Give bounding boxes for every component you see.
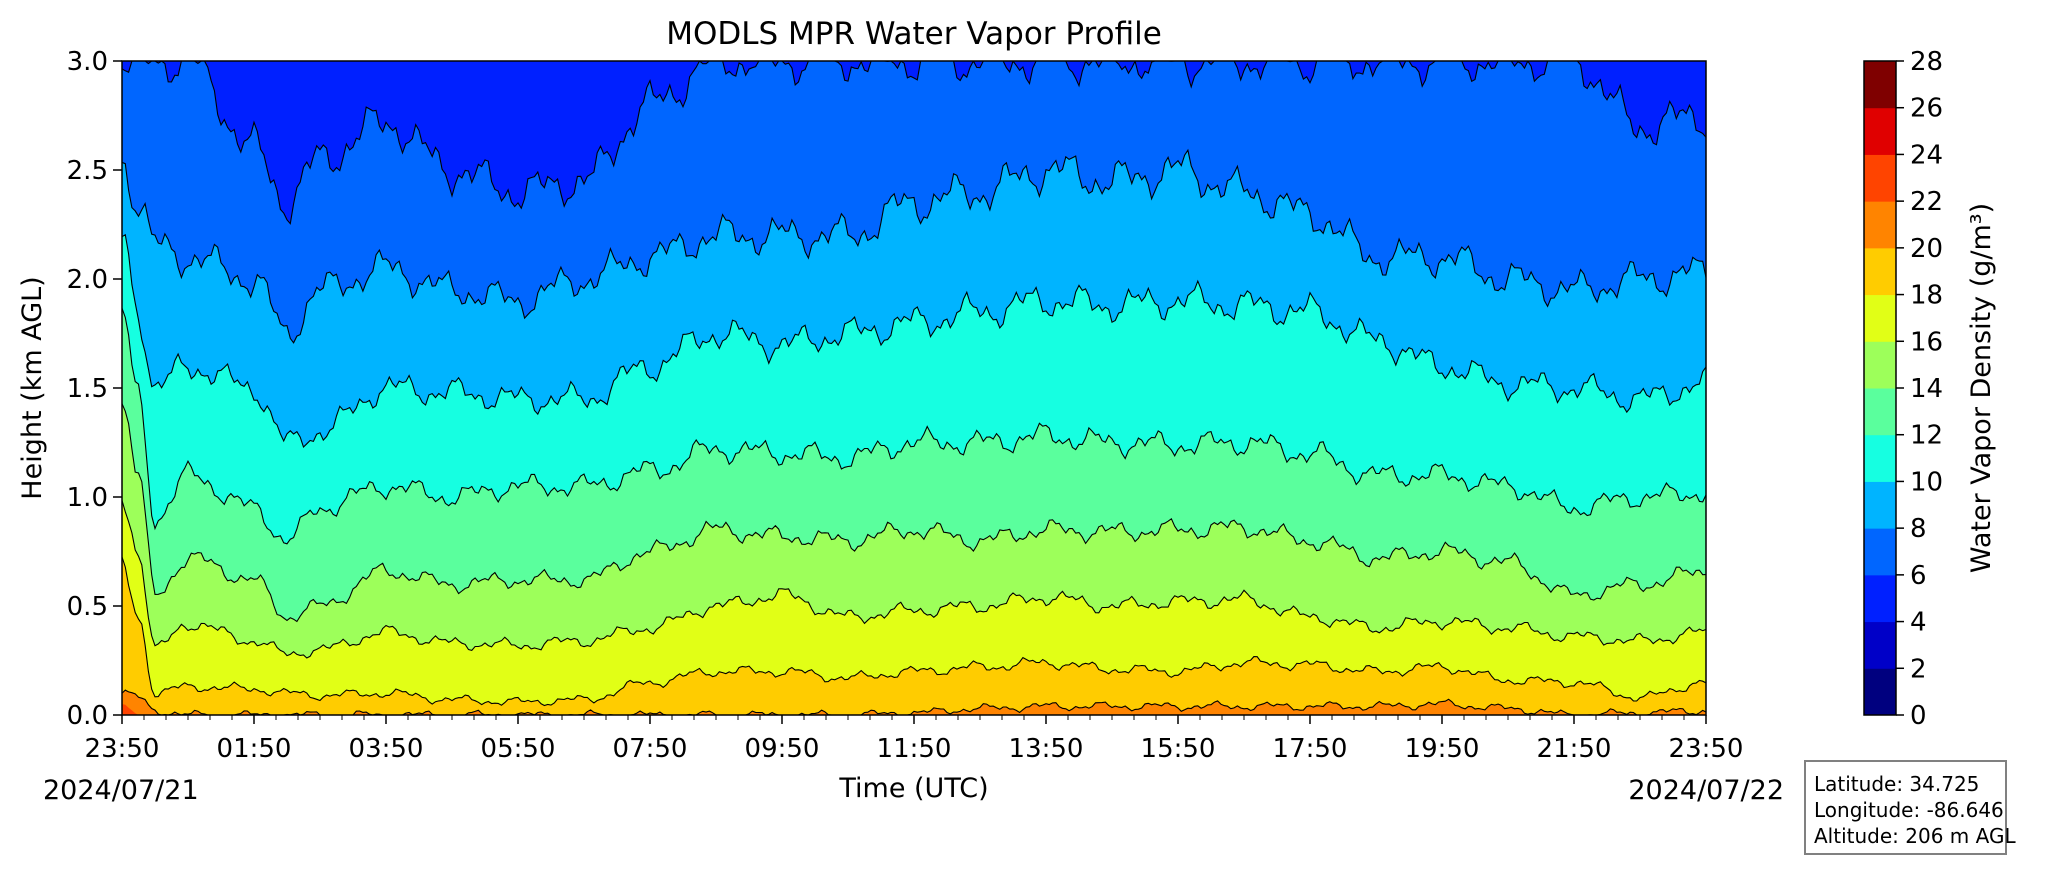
colorbar-tick-label: 20: [1910, 234, 1943, 264]
x-tick-label: 23:50: [1669, 734, 1744, 764]
contour-line-14: [122, 403, 1706, 623]
colorbar-segment: [1864, 528, 1896, 576]
x-tick-label: 11:50: [877, 734, 952, 764]
x-tick-label: 03:50: [349, 734, 424, 764]
contour-line-12: [122, 308, 1706, 545]
contour-line-8: [122, 148, 1706, 344]
colorbar-segment: [1864, 154, 1896, 202]
colorbar-tick-label: 28: [1910, 47, 1943, 77]
colorbar-tick-label: 10: [1910, 467, 1943, 497]
x-axis-label: Time (UTC): [838, 773, 988, 804]
colorbar-segment: [1864, 621, 1896, 669]
colorbar-tick-label: 6: [1910, 561, 1927, 591]
colorbar-tick-label: 8: [1910, 514, 1927, 544]
colorbar-segment: [1864, 61, 1896, 109]
colorbar-tick-label: 16: [1910, 327, 1943, 357]
x-tick-label: 23:50: [85, 734, 160, 764]
colorbar-tick-label: 22: [1910, 187, 1943, 217]
contour-line-10: [122, 233, 1706, 449]
x-tick-label: 15:50: [1141, 734, 1216, 764]
x-tick-label: 17:50: [1273, 734, 1348, 764]
y-axis: 0.0 0.5 1.0 1.5 2.0 2.5 3.0: [67, 47, 122, 731]
y-tick-label: 1.5: [67, 374, 108, 404]
colorbar-tick-label: 12: [1910, 421, 1943, 451]
colorbar-segment: [1864, 574, 1896, 623]
x-tick-label: 01:50: [217, 734, 292, 764]
end-date-label: 2024/07/22: [1628, 775, 1784, 806]
colorbar-tick-label: 18: [1910, 281, 1943, 311]
start-date-label: 2024/07/21: [43, 775, 199, 806]
colorbar-tick-label: 2: [1910, 654, 1927, 684]
colorbar-segment: [1864, 668, 1896, 716]
x-tick-label: 07:50: [613, 734, 688, 764]
x-tick-label: 09:50: [745, 734, 820, 764]
y-tick-label: 1.0: [67, 483, 108, 513]
colorbar-segment: [1864, 341, 1896, 389]
colorbar-segment: [1864, 434, 1896, 482]
colorbar-segment: [1864, 388, 1896, 436]
band-16-18: [122, 500, 1706, 715]
contour-line-18: [122, 556, 1706, 707]
colorbar-tick-label: 26: [1910, 94, 1943, 124]
y-tick-label: 0.5: [67, 592, 108, 622]
x-axis: 23:50 01:50 03:50 05:50 07:50 09:50 11:50 13:50…: [85, 715, 1744, 764]
x-tick-label: 19:50: [1405, 734, 1480, 764]
y-axis-label: Height (km AGL): [17, 276, 48, 499]
chart-title: MODLS MPR Water Vapor Profile: [666, 16, 1162, 52]
colorbar-label: Water Vapor Density (g/m³): [1966, 203, 1997, 573]
longitude-text: Longitude: -86.646: [1814, 798, 2004, 822]
y-tick-label: 2.5: [67, 156, 108, 186]
band-20-22: [122, 690, 1706, 715]
plot-area: [122, 61, 1706, 715]
colorbar-tick-label: 0: [1910, 701, 1927, 731]
x-tick-label: 05:50: [481, 734, 556, 764]
colorbar-tick-label: 14: [1910, 374, 1943, 404]
band-22-24: [122, 704, 142, 715]
x-tick-label: 21:50: [1537, 734, 1612, 764]
site-info-box: Latitude: 34.725 Longitude: -86.646 Alti…: [1804, 760, 2016, 855]
contour-line-20: [122, 689, 1706, 715]
contour-line-6: [122, 61, 1706, 225]
altitude-text: Altitude: 206 m AGL: [1814, 824, 2016, 848]
y-tick-label: 2.0: [67, 265, 108, 295]
colorbar-tick-label: 4: [1910, 608, 1927, 638]
colorbar-segment: [1864, 481, 1896, 529]
contour-line-16: [122, 500, 1706, 659]
x-tick-label: 13:50: [1009, 734, 1084, 764]
band-18-20: [122, 556, 1706, 715]
colorbar-tick-label: 24: [1910, 140, 1943, 170]
y-tick-label: 0.0: [67, 701, 108, 731]
colorbar-segment: [1864, 107, 1896, 155]
colorbar-segment: [1864, 201, 1896, 249]
y-tick-label: 3.0: [67, 47, 108, 77]
colorbar-segment: [1864, 294, 1896, 342]
colorbar-segment: [1864, 247, 1896, 296]
latitude-text: Latitude: 34.725: [1814, 772, 1980, 796]
